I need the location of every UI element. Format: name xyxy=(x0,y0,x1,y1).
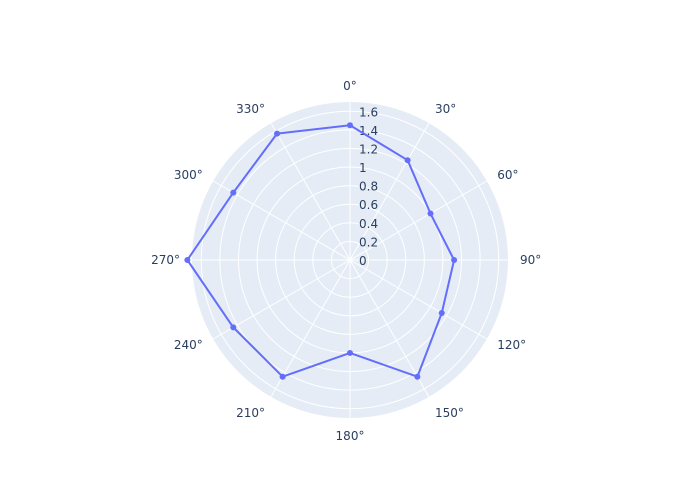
angular-gridline xyxy=(349,180,488,261)
angular-tick-label: 180° xyxy=(336,429,365,443)
angular-tick-label: 90° xyxy=(520,253,541,267)
angular-gridline xyxy=(270,259,351,398)
series-markers xyxy=(184,122,458,380)
data-point[interactable] xyxy=(230,189,237,196)
angular-gridline xyxy=(349,259,488,340)
data-point[interactable] xyxy=(451,257,458,263)
radial-tick-label: 1.2 xyxy=(359,142,378,156)
data-point[interactable] xyxy=(427,210,434,217)
angular-tick-label: 150° xyxy=(435,406,464,420)
data-point[interactable] xyxy=(414,373,421,380)
angular-tick-label: 240° xyxy=(174,338,203,352)
radial-tick-label: 0.6 xyxy=(359,198,378,212)
angular-gridline xyxy=(349,122,430,261)
angular-tick-label: 120° xyxy=(497,338,526,352)
angular-gridline xyxy=(270,122,351,261)
radial-tick-label: 0.4 xyxy=(359,217,378,231)
data-point[interactable] xyxy=(230,324,237,331)
data-point[interactable] xyxy=(438,309,445,316)
radial-tick-label: 1.6 xyxy=(359,105,378,119)
angular-gridline xyxy=(349,259,430,398)
data-point[interactable] xyxy=(279,373,286,380)
angular-gridline xyxy=(212,259,351,340)
angular-gridline xyxy=(212,180,351,261)
radial-tick-label: 0 xyxy=(359,254,367,268)
angular-tick-label: 300° xyxy=(174,168,203,182)
angular-tick-label: 270° xyxy=(151,253,180,267)
angular-tick-labels: 0° 30° 60° 90° 120° 150° 180° 210° 240° 270° 300° 3… xyxy=(151,79,541,443)
data-point[interactable] xyxy=(347,122,353,129)
angular-tick-label: 0° xyxy=(343,79,357,93)
angular-gridlines xyxy=(192,102,508,418)
angular-tick-label: 330° xyxy=(236,102,265,116)
data-point[interactable] xyxy=(274,130,281,137)
radial-tick-label: 0.2 xyxy=(359,235,378,249)
data-point[interactable] xyxy=(404,157,411,164)
radial-tick-label: 1 xyxy=(359,161,367,175)
radial-tick-label: 0.8 xyxy=(359,180,378,194)
data-point[interactable] xyxy=(184,257,191,263)
angular-tick-label: 30° xyxy=(435,102,456,116)
radial-tick-labels: 00.20.40.60.811.21.41.6 xyxy=(359,105,378,268)
data-point[interactable] xyxy=(347,349,353,356)
angular-tick-label: 210° xyxy=(236,406,265,420)
angular-tick-label: 60° xyxy=(497,168,518,182)
